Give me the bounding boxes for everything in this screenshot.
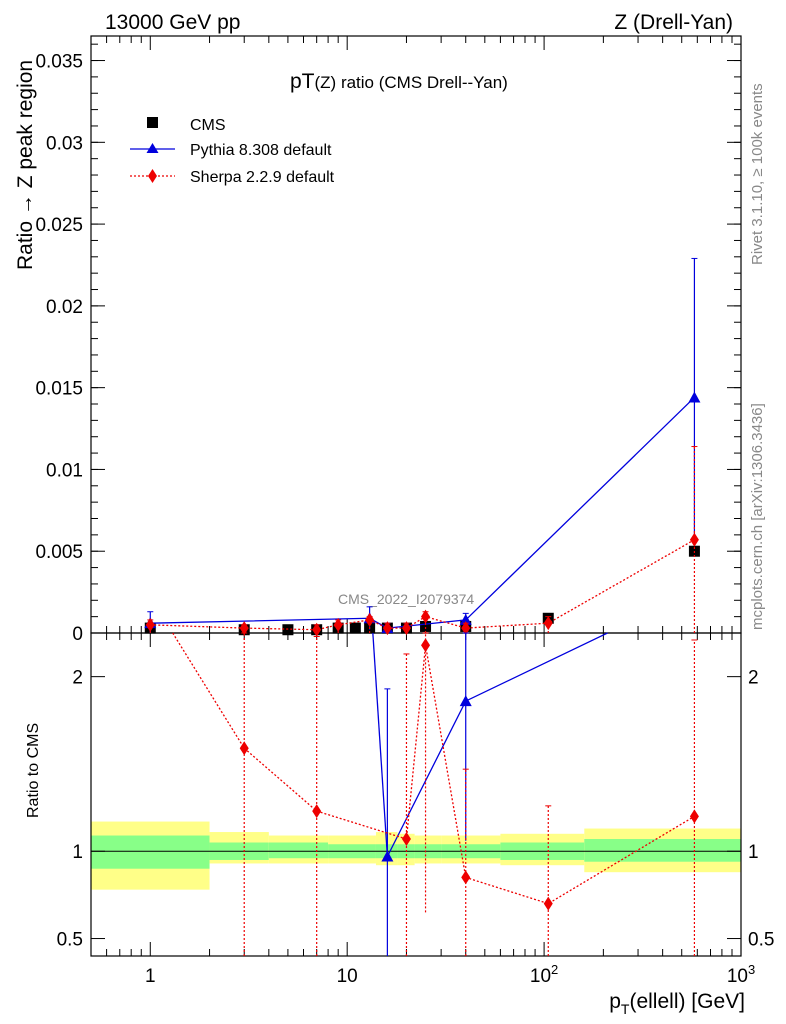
x-tick-label: 10 [337, 966, 358, 987]
axis-ticks: 0 0.005 0.01 0.015 0.02 0.025 0.03 0.035 1 10 102 1… [35, 36, 774, 987]
band-green-9 [584, 839, 741, 862]
sherpa-point [543, 616, 553, 631]
mcplots-label: mcplots.cern.ch [arXiv:1306.3436] [749, 403, 766, 630]
y-tick-label: 0.02 [46, 297, 83, 318]
ratio-y-tick-label: 0.5 [57, 930, 83, 951]
ratio-y-tick-label-right: 0.5 [748, 930, 774, 951]
band-green-2 [268, 842, 329, 859]
sherpa-point [401, 621, 411, 636]
legend-sherpa-marker [148, 169, 157, 183]
cms-point [420, 620, 432, 632]
sherpa-ratio-point [421, 638, 431, 653]
main-panel-frame [90, 35, 742, 634]
ratio-y-tick-label: 1 [72, 842, 83, 863]
y-tick-label: 0.03 [46, 133, 83, 154]
sherpa-point [333, 617, 343, 632]
legend-pythia-marker [146, 143, 159, 153]
ratio-y-tick-label-right: 2 [748, 668, 759, 689]
pythia-ratio-line-entry [372, 632, 389, 857]
sherpa-ratio-point [543, 896, 553, 911]
sherpa-point [312, 622, 322, 637]
legend-cms-marker [147, 117, 158, 128]
legend-pythia-label: Pythia 8.308 default [190, 142, 332, 159]
sherpa-point [421, 609, 431, 624]
legend-sherpa-label: Sherpa 2.2.9 default [190, 169, 335, 186]
y-axis-label: Ratio → Z peak region [14, 60, 37, 270]
legend: CMS Pythia 8.308 default Sherpa 2.2.9 de… [130, 117, 335, 186]
sherpa-point [365, 612, 375, 627]
sherpa-ratio-line-entry [172, 632, 245, 749]
pythia-ratio-line [386, 632, 608, 857]
x-tick-label: 102 [530, 962, 558, 987]
sherpa-point [239, 621, 249, 636]
y-tick-label: 0.005 [35, 542, 83, 563]
sherpa-ratio-point [401, 832, 411, 847]
sherpa-ratio-point [312, 804, 322, 819]
ratio-panel-frame [90, 632, 742, 957]
ratio-y-tick-label: 2 [72, 668, 83, 689]
y-tick-label: 0 [72, 624, 83, 645]
sherpa-point [145, 617, 155, 632]
header-left: 13000 GeV pp [105, 11, 240, 34]
plot-title: pT(Z) ratio (CMS Drell--Yan) [290, 70, 508, 93]
sherpa-point [382, 621, 392, 636]
sherpa-ratio-point [689, 809, 699, 824]
sherpa-point [461, 621, 471, 636]
legend-cms-label: CMS [190, 117, 226, 134]
sherpa-ratio-point [461, 870, 471, 885]
watermark: CMS_2022_I2079374 [338, 591, 474, 607]
header-right: Z (Drell-Yan) [614, 11, 733, 34]
y-tick-label: 0.025 [35, 215, 83, 236]
band-green-0 [91, 835, 210, 869]
sherpa-ratio-point [239, 741, 249, 756]
ratio-y-axis-label: Ratio to CMS [25, 723, 42, 818]
sherpa-point [689, 532, 699, 547]
ratio-y-tick-label-right: 1 [748, 842, 759, 863]
pythia-ratio-point [381, 850, 394, 862]
ratio-uncertainty-bands [91, 821, 741, 890]
y-tick-label: 0.01 [46, 460, 83, 481]
pythia-point [459, 613, 472, 625]
rivet-label: Rivet 3.1.10, ≥ 100k events [749, 83, 766, 265]
y-tick-label: 0.015 [35, 379, 83, 400]
data-series [144, 257, 701, 956]
x-tick-label: 1 [145, 966, 156, 987]
x-tick-label: 103 [727, 962, 755, 987]
x-axis-label: pT(ellell) [GeV] [609, 990, 745, 1017]
pythia-ratio-point [459, 695, 472, 707]
pythia-point [688, 391, 701, 403]
y-tick-label: 0.035 [35, 52, 83, 73]
cms-point [349, 622, 361, 634]
